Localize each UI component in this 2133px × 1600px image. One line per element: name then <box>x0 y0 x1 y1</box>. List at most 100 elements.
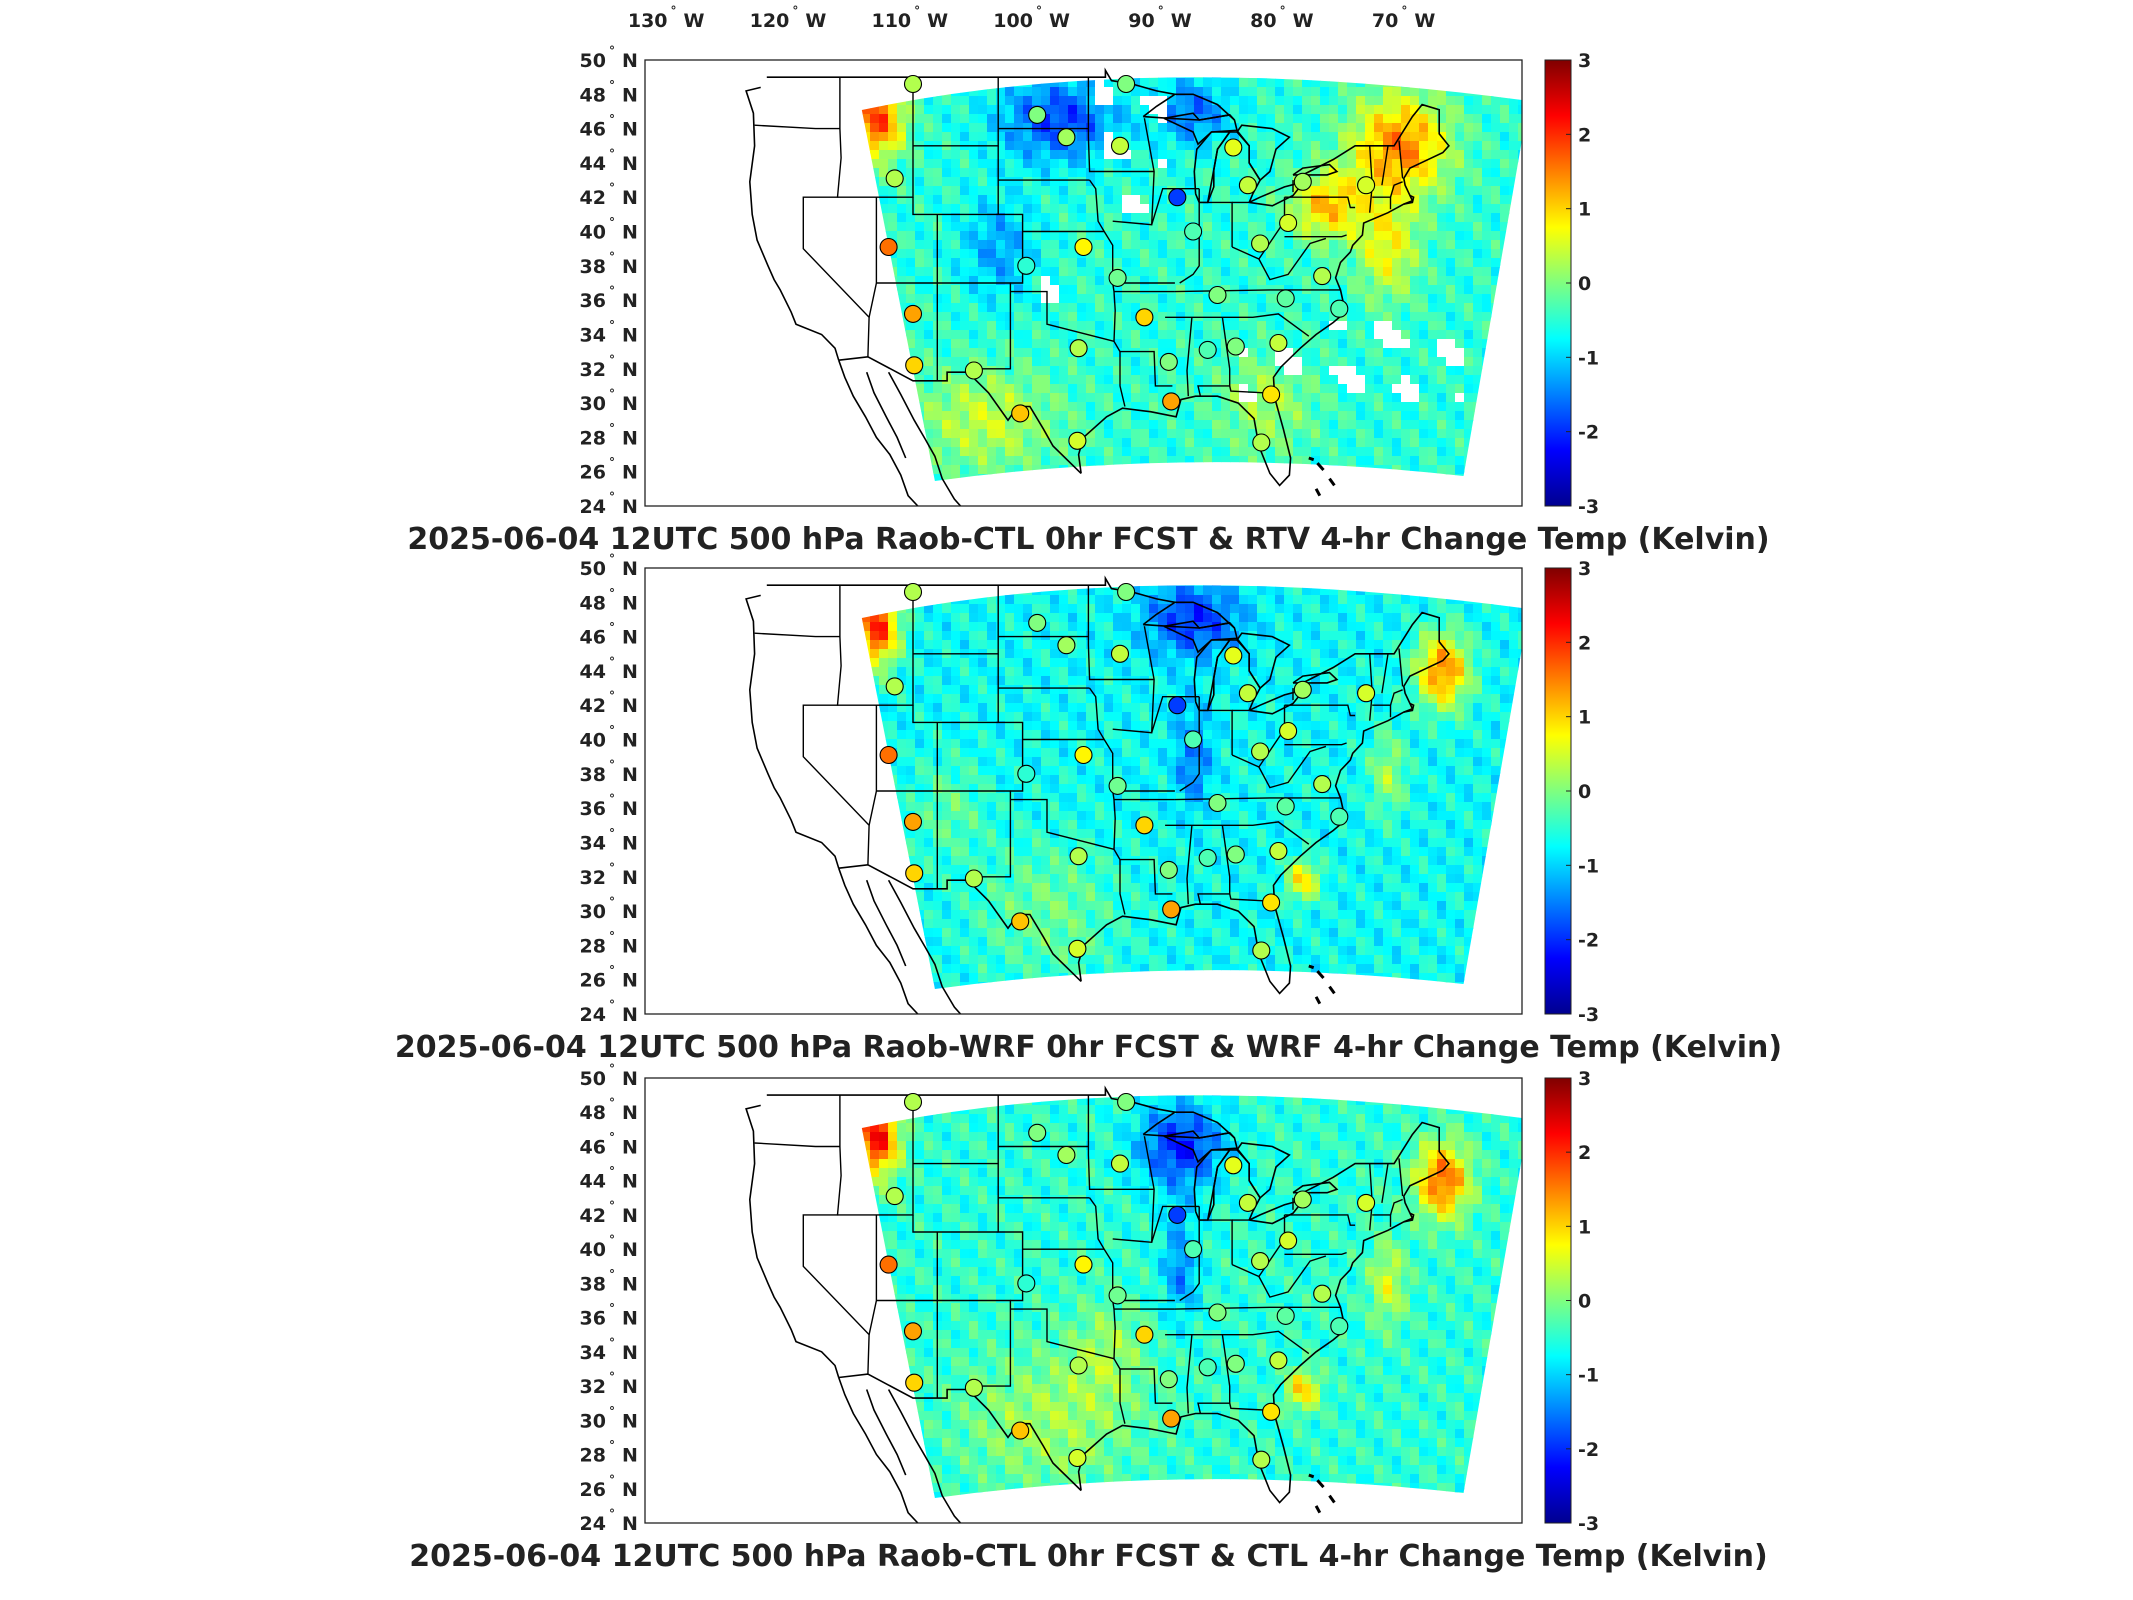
latitude-degree: 46 <box>580 1136 606 1158</box>
colorbar-tick-label: 3 <box>1578 558 1591 580</box>
raob-station-marker <box>1208 285 1227 305</box>
latitude-hemisphere: N <box>622 592 638 614</box>
latitude-hemisphere: N <box>622 496 638 518</box>
latitude-hemisphere: N <box>622 187 638 209</box>
latitude-degree: 32 <box>580 867 606 889</box>
longitude-hemisphere: W <box>1171 10 1192 32</box>
raob-station-marker <box>1279 213 1298 233</box>
latitude-hemisphere: N <box>622 119 638 141</box>
colorbar-tick-label: -2 <box>1578 1439 1599 1461</box>
latitude-degree: 42 <box>580 187 606 209</box>
raob-stations <box>879 1092 1376 1469</box>
map-frame <box>644 567 1523 1015</box>
raob-station-marker <box>1117 582 1136 602</box>
raob-station-marker <box>1313 267 1332 286</box>
colorbar-tick-label: 1 <box>1578 707 1591 729</box>
longitude-hemisphere: W <box>927 10 948 32</box>
colorbar-tick-label: -3 <box>1578 496 1599 518</box>
latitude-hemisphere: N <box>622 1376 638 1398</box>
latitude-degree: 40 <box>580 730 606 752</box>
degree-symbol: ° <box>609 621 615 635</box>
raob-station-marker <box>1011 912 1030 931</box>
raob-station-marker <box>1159 860 1178 879</box>
latitude-degree: 44 <box>580 1171 606 1193</box>
raob-station-marker <box>1269 841 1288 861</box>
raob-station-marker <box>1069 847 1088 866</box>
raob-station-marker <box>1162 900 1181 919</box>
degree-symbol: ° <box>609 1302 615 1316</box>
raob-station-marker <box>1028 613 1047 632</box>
raob-station-marker <box>1162 392 1181 411</box>
degree-symbol: ° <box>609 724 615 738</box>
colorbar-tick-label: 0 <box>1578 273 1591 295</box>
latitude-hemisphere: N <box>622 153 638 175</box>
colorbar-tick-label: -1 <box>1578 347 1599 369</box>
raob-station-marker <box>1262 893 1281 912</box>
raob-station-marker <box>1238 1193 1257 1212</box>
raob-station-marker <box>903 74 923 94</box>
raob-station-marker <box>903 582 923 602</box>
raob-station-marker <box>1068 431 1087 450</box>
latitude-hemisphere: N <box>622 324 638 346</box>
raob-station-marker <box>885 677 904 696</box>
raob-station-marker <box>964 361 983 380</box>
raob-station-marker <box>1251 1252 1270 1271</box>
raob-station-marker <box>964 869 983 888</box>
latitude-degree: 46 <box>580 119 606 141</box>
longitude-label-100: 100 ° W <box>993 4 1070 32</box>
latitude-hemisphere: N <box>622 935 638 957</box>
longitude-label-90: 90 ° W <box>1128 4 1191 32</box>
raob-station-marker <box>1159 352 1178 371</box>
raob-station-marker <box>1313 775 1332 794</box>
latitude-degree: 36 <box>580 1308 606 1330</box>
degree-symbol: ° <box>609 147 615 161</box>
raob-station-marker <box>1057 636 1076 655</box>
raob-station-marker <box>879 237 898 257</box>
raob-station-marker <box>1226 1354 1245 1373</box>
latitude-hemisphere: N <box>622 798 638 820</box>
latitude-hemisphere: N <box>622 730 638 752</box>
raob-station-marker <box>1238 684 1257 703</box>
latitude-degree: 24 <box>580 1513 606 1535</box>
degree-symbol: ° <box>609 353 615 367</box>
longitude-axis-labels: 130 ° W 120 ° W 110 ° W 100 ° W 90 ° W 80 ° W 70 ° W <box>628 4 1436 32</box>
raob-station-marker <box>1184 1240 1203 1259</box>
raob-station-marker <box>1068 939 1087 958</box>
raob-station-marker <box>879 1255 898 1274</box>
raob-station-marker <box>1208 1303 1227 1322</box>
raob-station-marker <box>1252 1450 1271 1469</box>
latitude-degree: 42 <box>580 695 606 717</box>
degree-symbol: ° <box>609 1199 615 1213</box>
degree-symbol: ° <box>671 4 677 18</box>
degree-symbol: ° <box>609 421 615 435</box>
latitude-hemisphere: N <box>622 427 638 449</box>
degree-symbol: ° <box>609 216 615 230</box>
raob-station-marker <box>1224 1156 1243 1175</box>
degree-symbol: ° <box>609 456 615 470</box>
latitude-degree: 44 <box>580 661 606 683</box>
raob-station-marker <box>1017 764 1036 783</box>
raob-station-marker <box>885 1187 904 1206</box>
raob-station-marker <box>1135 1325 1154 1344</box>
longitude-degree: 110 <box>871 10 911 32</box>
latitude-degree: 44 <box>580 153 606 175</box>
degree-symbol: ° <box>609 181 615 195</box>
latitude-degree: 36 <box>580 290 606 312</box>
latitude-degree: 26 <box>580 462 606 484</box>
degree-symbol: ° <box>609 998 615 1012</box>
raob-station-marker <box>1357 1193 1376 1212</box>
raob-station-marker <box>1251 234 1270 253</box>
degree-symbol: ° <box>609 1062 615 1076</box>
raob-station-marker <box>1357 176 1376 195</box>
longitude-degree: 70 <box>1372 10 1398 32</box>
raob-station-marker <box>1224 646 1243 665</box>
raob-station-marker <box>1011 404 1030 423</box>
latitude-hemisphere: N <box>622 832 638 854</box>
raob-station-marker <box>1108 268 1127 287</box>
latitude-hemisphere: N <box>622 1239 638 1261</box>
degree-symbol: ° <box>609 284 615 298</box>
degree-symbol: ° <box>609 113 615 127</box>
latitude-hemisphere: N <box>622 393 638 415</box>
latitude-degree: 38 <box>580 256 606 278</box>
